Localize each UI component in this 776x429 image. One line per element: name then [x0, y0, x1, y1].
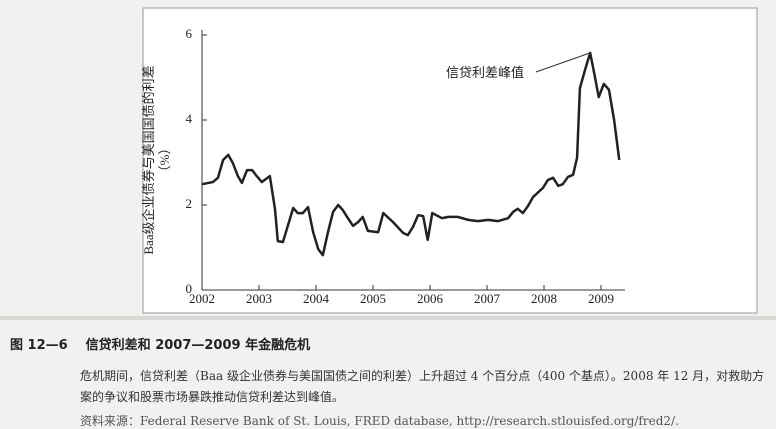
- annotation: 信贷利差峰值: [446, 65, 524, 80]
- caption-body: 危机期间，信贷利差（Baa 级企业债券与美国国债之间的利差）上升超过 4 个百分…: [80, 369, 765, 404]
- x-tick-label: 2004: [303, 291, 330, 306]
- x-tick-label: 2008: [531, 291, 557, 306]
- x-tick-label: 2005: [360, 291, 386, 306]
- x-tick-label: 2007: [474, 291, 501, 306]
- x-tick-label: 2002: [189, 291, 215, 306]
- y-tick-label: 2: [186, 196, 193, 211]
- chart-frame: [142, 7, 758, 314]
- y-tick-label: 0: [186, 281, 193, 296]
- chart: 0 2 4 6 2002 2003 2004 2005 2006 2007 2008 2009 Baa级…: [0, 7, 776, 320]
- y-tick-label: 4: [186, 111, 193, 126]
- figure-number: 图 12—6: [10, 338, 68, 353]
- source-note: 资料来源：Federal Reserve Bank of St. Louis, …: [80, 414, 679, 428]
- y-axis-unit: （%）: [157, 142, 172, 179]
- y-axis-label: Baa级企业债券与美国国债的利差: [141, 65, 156, 254]
- annotation-leader: [535, 52, 591, 73]
- x-tick-label: 2003: [246, 291, 272, 306]
- figure-title: 信贷利差和 2007—2009 年金融危机: [85, 338, 311, 353]
- y-tick-label: 6: [186, 26, 193, 41]
- x-tick-label: 2006: [417, 291, 444, 306]
- separator: [0, 316, 776, 320]
- figure-caption: 图 12—6 信贷利差和 2007—2009 年金融危机: [10, 334, 328, 353]
- spread-line: [201, 51, 621, 257]
- x-tick-label: 2009: [588, 291, 614, 306]
